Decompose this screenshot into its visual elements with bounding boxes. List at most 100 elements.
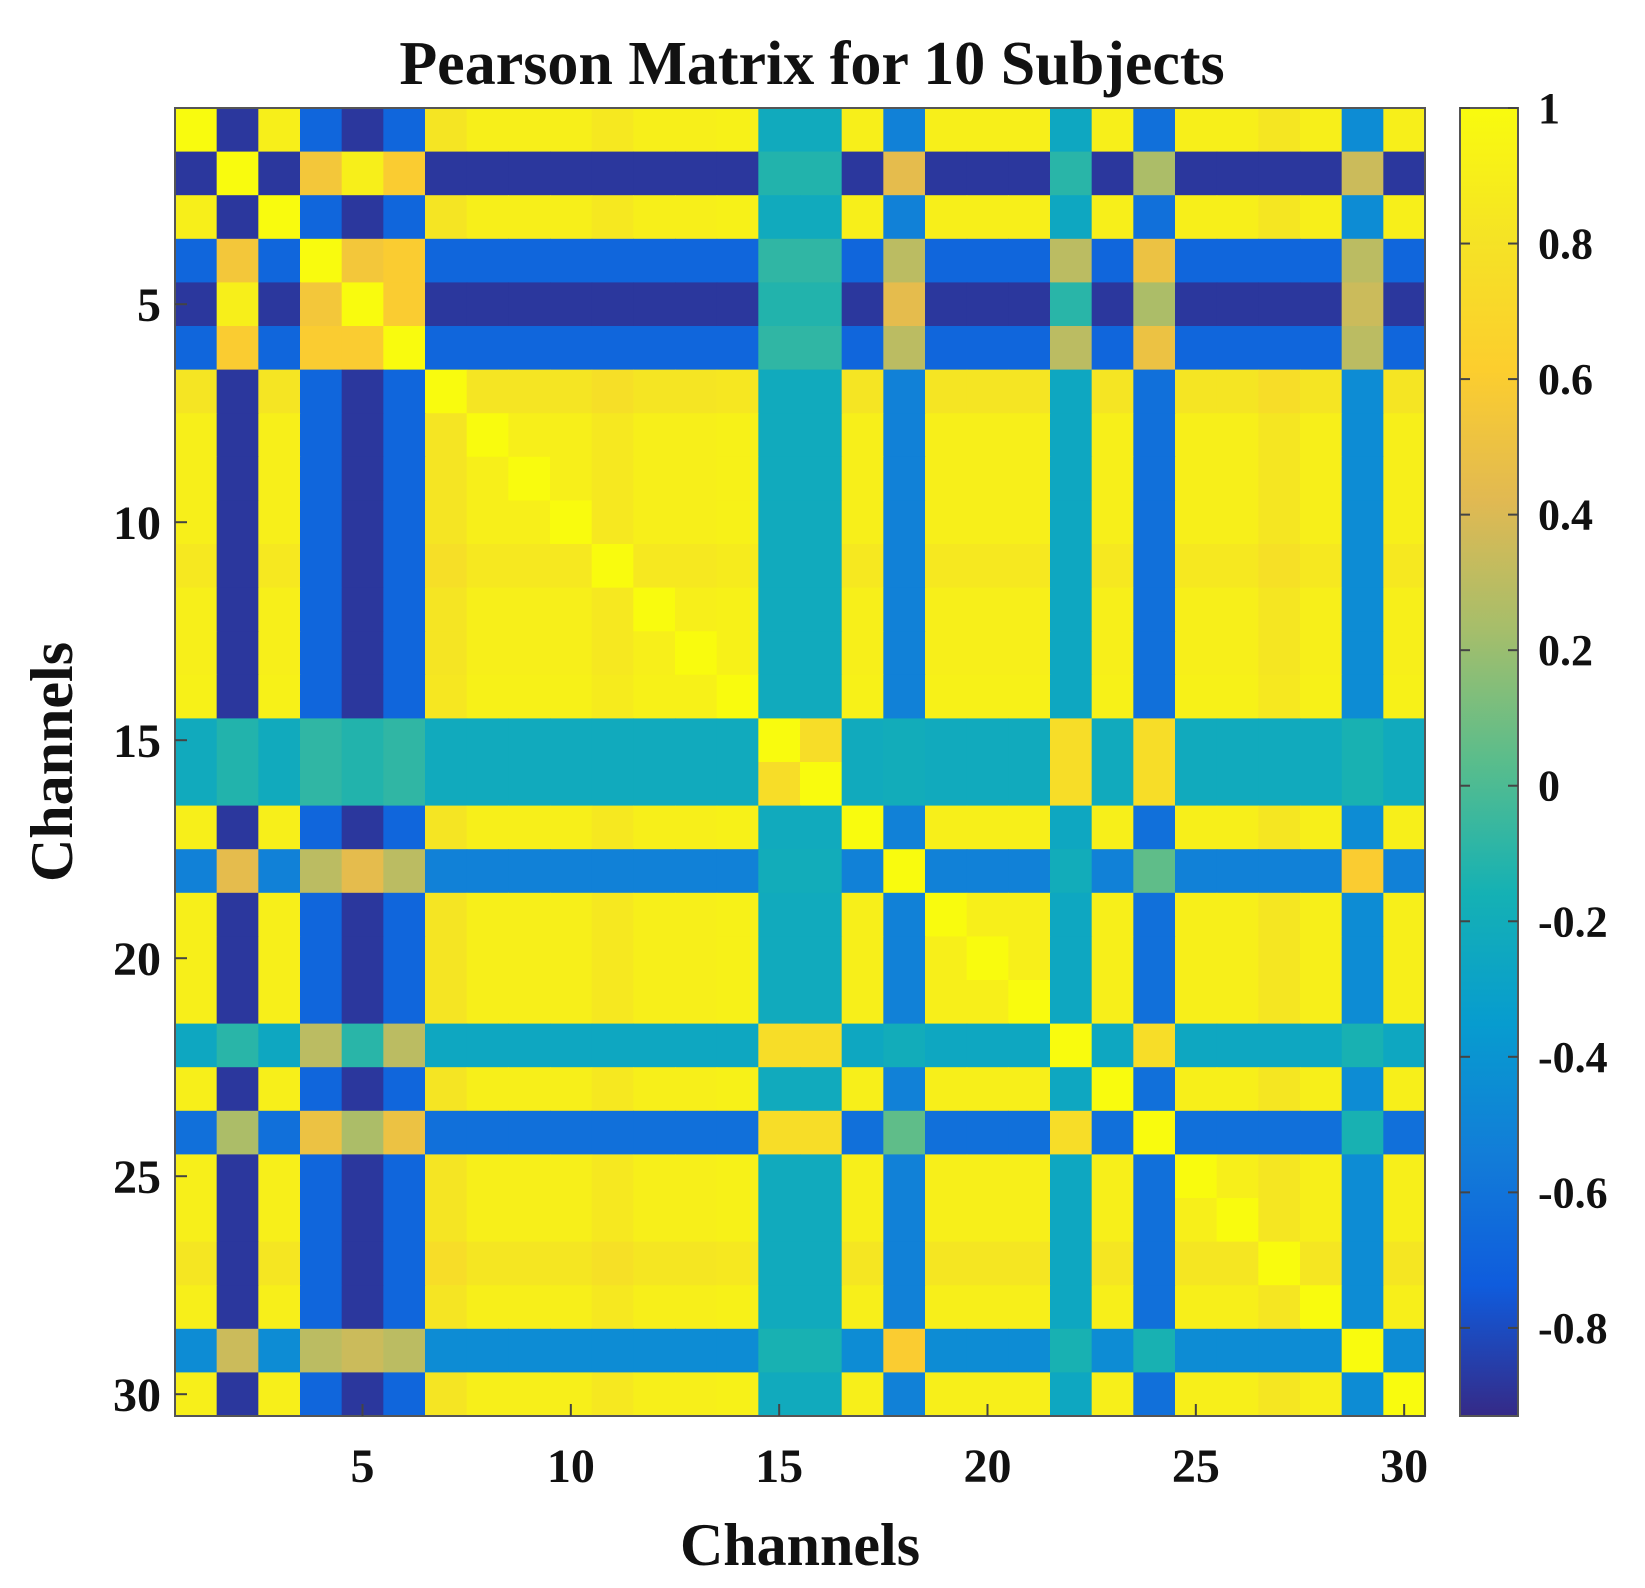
heatmap-cell-r29-c25: [1175, 1328, 1218, 1373]
heatmap-cell-r26-c14: [716, 1198, 759, 1243]
heatmap-cell-r21-c15: [758, 980, 801, 1025]
heatmap-cell-r23-c7: [425, 1067, 468, 1112]
heatmap-cell-r4-c15: [758, 238, 801, 283]
heatmap-cell-r9-c7: [425, 456, 468, 501]
x-axis-ticks: 5 10 15 20 25 30: [351, 1404, 1428, 1493]
heatmap-cell-r20-c8: [466, 936, 509, 981]
heatmap-cell-r8-c20: [966, 413, 1009, 458]
heatmap-cell-r11-c8: [466, 544, 509, 589]
heatmap-cell-r30-c4: [300, 1372, 343, 1417]
heatmap-cell-r5-c23: [1091, 282, 1134, 327]
heatmap-cell-r4-c4: [300, 238, 343, 283]
heatmap-cell-r22-c15: [758, 1023, 801, 1068]
heatmap-cell-r29-c18: [883, 1328, 926, 1373]
heatmap-cell-r24-c3: [258, 1110, 301, 1155]
heatmap-cell-r29-c13: [675, 1328, 718, 1373]
heatmap-cell-r30-c9: [508, 1372, 551, 1417]
heatmap-cell-r12-c15: [758, 587, 801, 632]
heatmap-cell-r17-c5: [341, 805, 384, 850]
heatmap-cell-r4-c25: [1175, 238, 1218, 283]
heatmap-cell-r23-c21: [1008, 1067, 1051, 1112]
heatmap-cell-r12-c28: [1300, 587, 1343, 632]
heatmap-cell-r3-c3: [258, 195, 301, 240]
heatmap-cell-r14-c13: [675, 674, 718, 719]
heatmap-cell-r17-c21: [1008, 805, 1051, 850]
heatmap-cell-r15-c18: [883, 718, 926, 763]
heatmap-cell-r12-c16: [800, 587, 843, 632]
heatmap-cell-r12-c18: [883, 587, 926, 632]
heatmap-cell-r16-c16: [800, 762, 843, 807]
heatmap-cell-r17-c27: [1258, 805, 1301, 850]
heatmap-cell-r13-c10: [550, 631, 593, 676]
heatmap-cell-r5-c30: [1383, 282, 1426, 327]
heatmap-cell-r1-c23: [1091, 108, 1134, 153]
heatmap-cell-r28-c14: [716, 1285, 759, 1330]
heatmap-cell-r25-c29: [1341, 1154, 1384, 1199]
heatmap-cell-r14-c30: [1383, 674, 1426, 719]
heatmap-cell-r24-c25: [1175, 1110, 1218, 1155]
heatmap-cell-r16-c22: [1050, 762, 1093, 807]
heatmap-cell-r29-c6: [383, 1328, 426, 1373]
heatmap-cell-r29-c7: [425, 1328, 468, 1373]
heatmap-cell-r23-c14: [716, 1067, 759, 1112]
heatmap-cell-r13-c4: [300, 631, 343, 676]
heatmap-cell-r24-c2: [216, 1110, 259, 1155]
heatmap-cell-r30-c18: [883, 1372, 926, 1417]
heatmap-cell-r4-c30: [1383, 238, 1426, 283]
heatmap-cell-r12-c1: [175, 587, 218, 632]
heatmap-cell-r4-c18: [883, 238, 926, 283]
heatmap-cell-r9-c2: [216, 456, 259, 501]
heatmap-cell-r24-c21: [1008, 1110, 1051, 1155]
heatmap-cell-r1-c29: [1341, 108, 1384, 153]
heatmap-cell-r7-c27: [1258, 369, 1301, 414]
heatmap-cell-r13-c14: [716, 631, 759, 676]
heatmap-cell-r11-c13: [675, 544, 718, 589]
heatmap-cell-r12-c21: [1008, 587, 1051, 632]
heatmap-cell-r13-c28: [1300, 631, 1343, 676]
heatmap-cell-r28-c19: [925, 1285, 968, 1330]
heatmap-cell-r18-c25: [1175, 849, 1218, 894]
heatmap-cell-r15-c2: [216, 718, 259, 763]
heatmap-cell-r7-c16: [800, 369, 843, 414]
heatmap-cell-r29-c29: [1341, 1328, 1384, 1373]
heatmap-cell-r11-c17: [841, 544, 884, 589]
heatmap-cell-r17-c6: [383, 805, 426, 850]
heatmap-cell-r15-c8: [466, 718, 509, 763]
heatmap-cell-r16-c2: [216, 762, 259, 807]
heatmap-cell-r7-c12: [633, 369, 676, 414]
heatmap-cell-r20-c13: [675, 936, 718, 981]
heatmap-cell-r1-c12: [633, 108, 676, 153]
heatmap-cell-r15-c26: [1216, 718, 1259, 763]
heatmap-cell-r10-c27: [1258, 500, 1301, 545]
heatmap-cell-r25-c30: [1383, 1154, 1426, 1199]
heatmap-cell-r21-c7: [425, 980, 468, 1025]
heatmap-cell-r18-c1: [175, 849, 218, 894]
heatmap-cell-r3-c29: [1341, 195, 1384, 240]
heatmap-cell-r11-c15: [758, 544, 801, 589]
heatmap-cell-r22-c17: [841, 1023, 884, 1068]
heatmap-cell-r18-c10: [550, 849, 593, 894]
heatmap-cell-r19-c22: [1050, 892, 1093, 937]
heatmap-cell-r29-c3: [258, 1328, 301, 1373]
heatmap-cell-r1-c3: [258, 108, 301, 153]
heatmap-cell-r2-c29: [1341, 151, 1384, 196]
heatmap-cell-r22-c21: [1008, 1023, 1051, 1068]
heatmap-cell-r10-c21: [1008, 500, 1051, 545]
heatmap-cell-r17-c12: [633, 805, 676, 850]
heatmap-cell-r22-c26: [1216, 1023, 1259, 1068]
heatmap-cell-r27-c3: [258, 1241, 301, 1286]
heatmap-cell-r10-c12: [633, 500, 676, 545]
heatmap-cell-r11-c16: [800, 544, 843, 589]
heatmap-cell-r3-c8: [466, 195, 509, 240]
heatmap-cell-r13-c22: [1050, 631, 1093, 676]
heatmap-cell-r8-c15: [758, 413, 801, 458]
heatmap-cell-r17-c1: [175, 805, 218, 850]
heatmap-cell-r5-c20: [966, 282, 1009, 327]
heatmap-cell-r11-c30: [1383, 544, 1426, 589]
heatmap-cell-r28-c23: [1091, 1285, 1134, 1330]
heatmap-cell-r12-c24: [1133, 587, 1176, 632]
heatmap-cell-r9-c5: [341, 456, 384, 501]
heatmap-cell-r5-c6: [383, 282, 426, 327]
heatmap-cell-r4-c10: [550, 238, 593, 283]
heatmap-cell-r22-c24: [1133, 1023, 1176, 1068]
